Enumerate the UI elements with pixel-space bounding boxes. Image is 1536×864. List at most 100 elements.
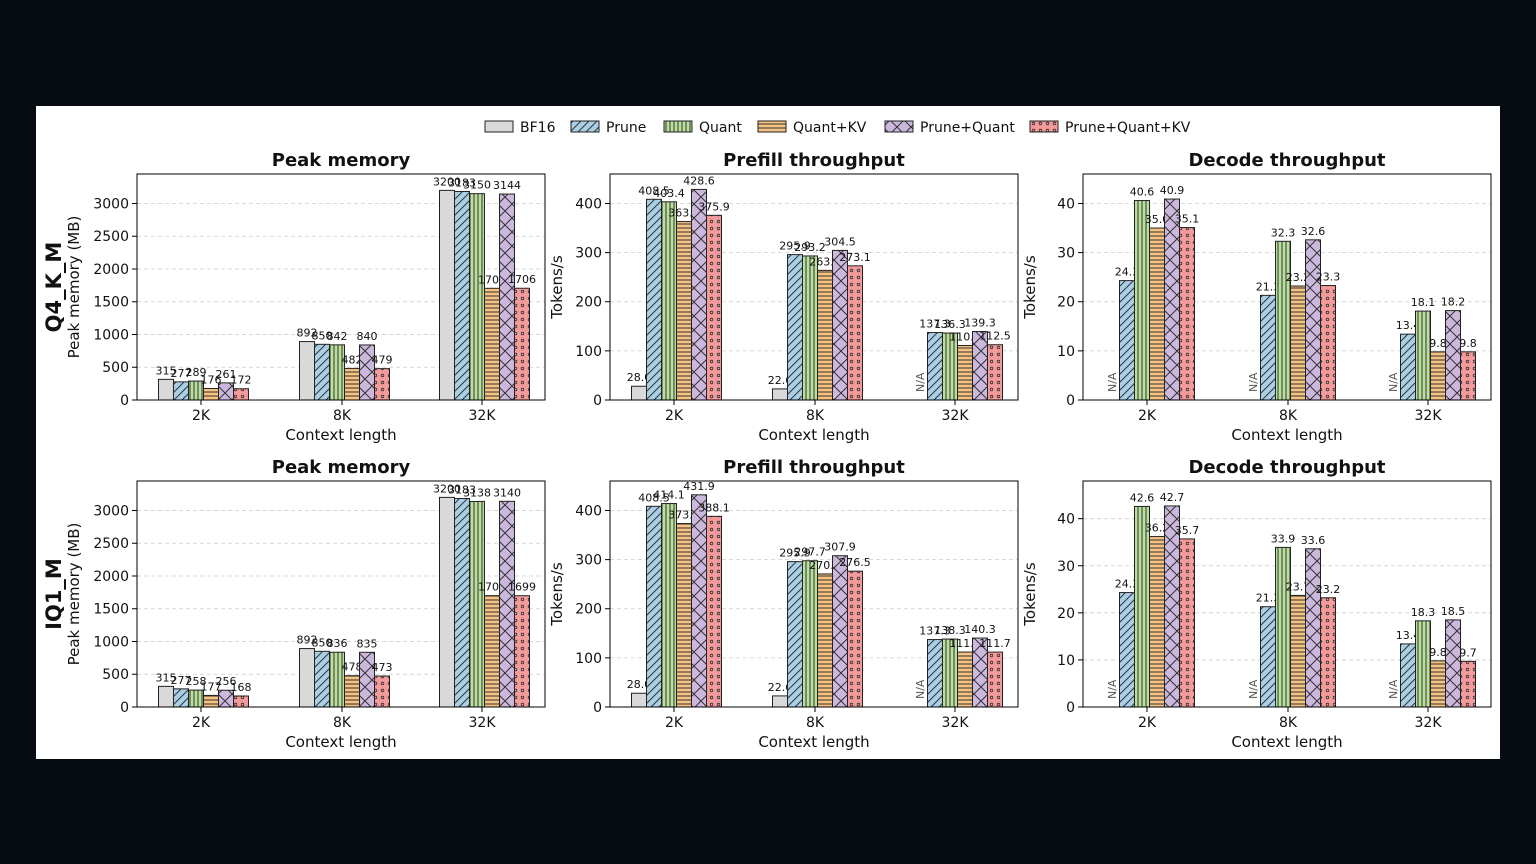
bar-prune-quant-2k-hatch — [218, 690, 234, 707]
y-axis-label: Tokens/s — [548, 562, 566, 627]
bar-quant-kv-2k-hatch — [203, 695, 219, 707]
y-tick-label: 300 — [575, 553, 602, 569]
x-axis-label: Context length — [758, 733, 869, 751]
bar-label: 258 — [186, 675, 207, 688]
bar-label: 42.7 — [1160, 491, 1185, 504]
bar-prune-2k-hatch — [173, 688, 189, 707]
y-tick-label: 2500 — [93, 229, 129, 245]
bar-label: 3138 — [463, 486, 491, 499]
bar-prune-quant-kv-2k-hatch — [706, 215, 722, 400]
bar-prune-quant-2k-hatch — [1164, 505, 1180, 707]
bar-prune-32k-hatch — [454, 498, 470, 707]
panel-decode-throughput-1: 0 10 20 30 40 N/A N/A N/A 24.3 21.3 13.4 40.6 32.3 18… — [1021, 150, 1492, 444]
bar-label: 112.5 — [979, 330, 1011, 343]
bar-label: 138.3 — [934, 624, 966, 637]
chart-panels: Q4_K_MIQ1_M05001000150020002500300031589… — [42, 150, 1492, 751]
bar-label: 892 — [297, 634, 318, 647]
bar-prune-quant-kv-8k-hatch — [847, 265, 863, 400]
bar-prune-quant-kv-8k-hatch — [1320, 285, 1336, 400]
bar-quant-kv-8k-hatch — [1290, 286, 1306, 400]
bar-label: 295.9 — [779, 240, 811, 253]
bar-label: 28.0 — [627, 678, 652, 691]
bar-label-na: N/A — [914, 679, 927, 699]
legend-swatch-prune-outline — [570, 120, 600, 133]
y-tick-label: 20 — [1057, 295, 1075, 311]
y-tick-label: 100 — [575, 344, 602, 360]
y-tick-label: 0 — [120, 393, 129, 409]
y-tick-label: 10 — [1057, 344, 1075, 360]
bar-bf16-8k-fill — [299, 341, 315, 400]
bar-label: 137.3 — [919, 625, 951, 638]
y-tick-label: 400 — [575, 196, 602, 212]
bar-label: 33.9 — [1271, 532, 1296, 545]
bar-label: 375.9 — [698, 200, 730, 213]
bar-quant-32k-hatch — [469, 501, 485, 707]
bar-quant-8k-hatch — [329, 344, 345, 400]
bar-label: 137.3 — [919, 318, 951, 331]
legend-item-prune-quant-kv: Prune+Quant+KV — [1029, 120, 1191, 136]
bar-bf16-8k-fill — [772, 695, 788, 707]
bar-label: 111.7 — [979, 637, 1011, 650]
bar-label: 289 — [186, 366, 207, 379]
bar-quant-32k-hatch — [1415, 311, 1431, 400]
x-axis-label: Context length — [758, 426, 869, 444]
bar-bf16-2k-fill — [158, 379, 174, 400]
bar-quant-8k-hatch — [1275, 547, 1291, 707]
bar-prune-8k-hatch — [314, 651, 330, 707]
bar-label: 315 — [156, 671, 177, 684]
legend-swatch-quant-kv-outline — [757, 120, 787, 133]
legend-label-quant-kv: Quant+KV — [793, 120, 867, 136]
bar-prune-32k-hatch — [927, 639, 943, 707]
bar-prune-quant-32k-hatch — [1445, 619, 1461, 707]
bar-label: 277 — [171, 674, 192, 687]
legend-swatch-quant-kv-hatch — [758, 121, 786, 132]
x-tick-label: 32K — [942, 715, 970, 731]
panel-title: Decode throughput — [1188, 457, 1385, 478]
bar-label: 297.7 — [794, 546, 826, 559]
plot-frame — [609, 173, 1019, 401]
legend-item-quant-kv: Quant+KV — [757, 120, 867, 136]
x-tick-label: 2K — [192, 715, 211, 731]
bar-prune-quant-2k-hatch — [218, 382, 234, 400]
bar-quant-2k-hatch — [661, 503, 677, 707]
bar-quant-kv-32k-hatch — [1430, 351, 1446, 400]
bar-prune-quant-kv-32k-hatch — [514, 288, 530, 400]
bar-label-na: N/A — [1247, 372, 1260, 392]
bar-prune-32k-hatch — [1400, 334, 1416, 400]
bar-prune-quant-kv-2k-hatch — [233, 695, 249, 707]
chart-figure: BF16 Prune Quant Quant+KV Prune+Quant Prune+Q… — [42, 120, 1492, 751]
bar-quant-8k-hatch — [802, 560, 818, 707]
bar-label: 3183 — [448, 176, 476, 189]
bar-label: 9.8 — [1429, 337, 1447, 350]
y-axis-label: Peak memory (MB) — [65, 523, 83, 666]
y-tick-label: 0 — [120, 700, 129, 716]
y-tick-label: 200 — [575, 602, 602, 618]
panel-title: Decode throughput — [1188, 150, 1385, 171]
legend: BF16 Prune Quant Quant+KV Prune+Quant Prune+Q… — [484, 120, 1191, 136]
y-tick-label: 300 — [575, 246, 602, 262]
bar-label: 172 — [231, 374, 252, 387]
bar-label: 478 — [342, 661, 363, 674]
plot-frame — [1082, 480, 1492, 708]
bar-label: 850 — [312, 329, 333, 342]
bar-prune-quant-32k-hatch — [972, 638, 988, 707]
bar-prune-quant-32k-hatch — [972, 331, 988, 400]
legend-swatch-quant-outline — [663, 120, 693, 133]
bar-label: 21.3 — [1256, 280, 1281, 293]
bar-label: 139.3 — [964, 317, 996, 330]
legend-swatch-prune-quant-outline — [884, 120, 914, 133]
bar-prune-quant-kv-32k-hatch — [987, 652, 1003, 707]
bar-label: 388.1 — [698, 501, 730, 514]
bar-prune-8k-hatch — [1260, 295, 1276, 400]
bar-label: 276.5 — [839, 556, 871, 569]
bar-prune-quant-kv-32k-hatch — [1460, 661, 1476, 707]
legend-label-prune-quant-kv: Prune+Quant+KV — [1065, 120, 1191, 136]
bar-label: 835 — [357, 637, 378, 650]
bar-label: 408.5 — [638, 184, 670, 197]
bar-label: 277 — [171, 367, 192, 380]
bar-label: 18.1 — [1411, 296, 1436, 309]
plot-frame — [1082, 173, 1492, 401]
x-tick-label: 2K — [192, 408, 211, 424]
bar-bf16-2k-fill — [631, 386, 647, 400]
y-tick-label: 3000 — [93, 196, 129, 212]
